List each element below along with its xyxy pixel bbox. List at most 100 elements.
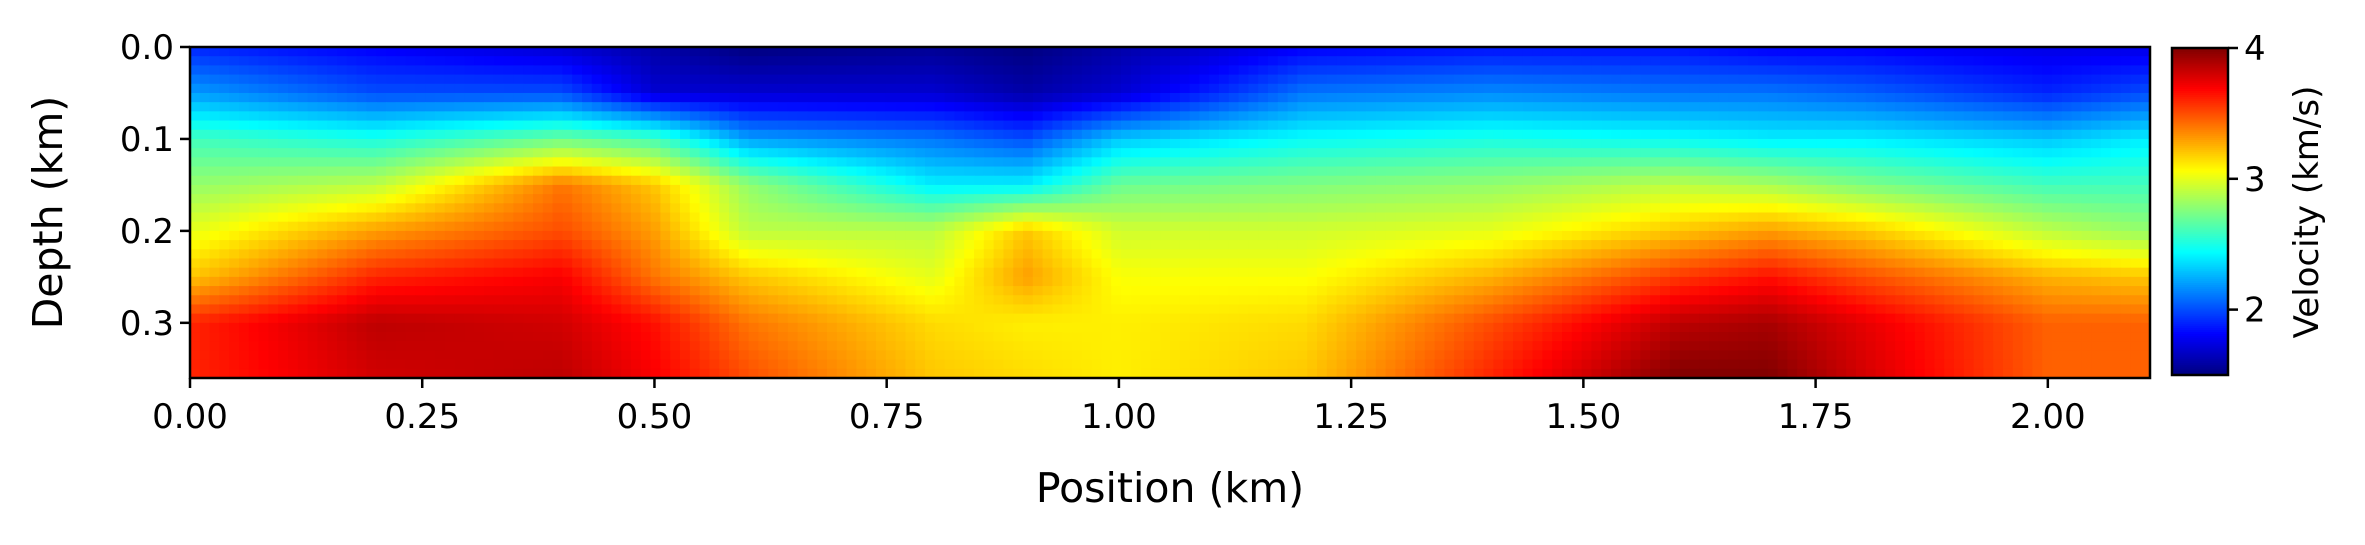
heatmap-cell — [444, 249, 456, 260]
heatmap-cell — [209, 111, 220, 122]
heatmap-cell — [2061, 221, 2073, 232]
heatmap-cell — [444, 47, 456, 57]
heatmap-cell — [729, 47, 740, 57]
heatmap-cell — [1905, 47, 1916, 57]
heatmap-cell — [1395, 203, 1406, 214]
heatmap-cell — [1130, 184, 1142, 195]
heatmap-cell — [1444, 74, 1455, 85]
heatmap-cell — [2003, 258, 2014, 269]
heatmap-cell — [1542, 129, 1553, 140]
heatmap-cell — [866, 92, 877, 103]
heatmap-cell — [1395, 230, 1406, 241]
heatmap-cell — [190, 102, 201, 112]
heatmap-cell — [905, 120, 916, 131]
heatmap-cell — [1317, 102, 1328, 112]
heatmap-cell — [454, 184, 465, 195]
heatmap-cell — [1934, 83, 1945, 94]
heatmap-cell — [827, 129, 838, 140]
heatmap-cell — [464, 56, 475, 66]
heatmap-cell — [1924, 65, 1935, 76]
heatmap-cell — [983, 111, 995, 122]
heatmap-cell — [1777, 184, 1788, 195]
heatmap-cell — [1738, 184, 1749, 195]
heatmap-cell — [1356, 102, 1367, 112]
heatmap-cell — [993, 203, 1004, 214]
heatmap-cell — [1709, 56, 1720, 66]
heatmap-cell — [386, 267, 397, 278]
heatmap-cell — [1679, 92, 1690, 103]
heatmap-cell — [611, 166, 622, 177]
heatmap-cell — [1924, 267, 1935, 278]
heatmap-cell — [1679, 111, 1690, 122]
heatmap-cell — [1199, 267, 1210, 278]
heatmap-cell — [1973, 212, 1984, 223]
heatmap-cell — [1875, 230, 1886, 241]
heatmap-cell — [366, 120, 377, 131]
heatmap-cell — [1542, 102, 1553, 112]
heatmap-cell — [1973, 102, 1984, 112]
heatmap-cell — [1238, 267, 1249, 278]
heatmap-cell — [738, 83, 750, 94]
heatmap-cell — [905, 249, 916, 260]
heatmap-cell — [533, 56, 544, 66]
heatmap-cell — [1865, 47, 1877, 57]
heatmap-cell — [1679, 138, 1690, 149]
heatmap-cell — [2003, 102, 2014, 112]
heatmap-cell — [1268, 74, 1279, 85]
heatmap-cell — [1140, 65, 1151, 76]
heatmap-cell — [474, 240, 485, 250]
heatmap-cell — [1660, 47, 1671, 57]
heatmap-cell — [1209, 203, 1220, 214]
heatmap-cell — [278, 175, 289, 186]
heatmap-cell — [964, 212, 975, 223]
heatmap-cell — [533, 92, 544, 103]
heatmap-cell — [209, 157, 220, 168]
heatmap-cell — [1150, 148, 1161, 158]
heatmap-cell — [1052, 267, 1063, 278]
heatmap-cell — [503, 166, 514, 177]
heatmap-cell — [1905, 212, 1916, 223]
heatmap-cell — [454, 212, 465, 223]
heatmap-cell — [1473, 157, 1485, 168]
heatmap-cell — [983, 249, 995, 260]
heatmap-cell — [2101, 47, 2112, 57]
heatmap-cell — [1297, 138, 1308, 149]
heatmap-cell — [1366, 157, 1377, 168]
heatmap-cell — [1944, 65, 1955, 76]
heatmap-cell — [454, 92, 465, 103]
heatmap-cell — [2091, 102, 2102, 112]
heatmap-cell — [836, 221, 848, 232]
heatmap-cell — [1121, 120, 1132, 131]
heatmap-cell — [1777, 221, 1788, 232]
heatmap-cell — [1268, 56, 1279, 66]
heatmap-cell — [738, 148, 750, 158]
heatmap-cell — [895, 267, 906, 278]
heatmap-cell — [1944, 175, 1955, 186]
heatmap-cell — [464, 221, 475, 232]
heatmap-cell — [1630, 47, 1641, 57]
heatmap-cell — [1620, 129, 1632, 140]
heatmap-cell — [778, 184, 789, 195]
heatmap-cell — [1640, 249, 1651, 260]
heatmap-cell — [1542, 240, 1553, 250]
heatmap-cell — [1581, 194, 1592, 204]
heatmap-cell — [1993, 175, 2004, 186]
heatmap-cell — [2071, 240, 2082, 250]
heatmap-cell — [1532, 92, 1543, 103]
heatmap-cell — [1758, 175, 1769, 186]
heatmap-cell — [2071, 157, 2082, 168]
heatmap-cell — [934, 240, 946, 250]
heatmap-cell — [1993, 102, 2004, 112]
heatmap-cell — [1238, 92, 1249, 103]
heatmap-cell — [807, 74, 818, 85]
heatmap-cell — [925, 129, 936, 140]
heatmap-cell — [1513, 258, 1524, 269]
heatmap-cell — [395, 194, 407, 204]
heatmap-cell — [1140, 138, 1151, 149]
heatmap-cell — [1091, 65, 1102, 76]
heatmap-cell — [1434, 203, 1445, 214]
heatmap-cell — [2110, 129, 2122, 140]
heatmap-cell — [415, 65, 426, 76]
heatmap-cell — [1748, 221, 1759, 232]
heatmap-cell — [1228, 83, 1240, 94]
